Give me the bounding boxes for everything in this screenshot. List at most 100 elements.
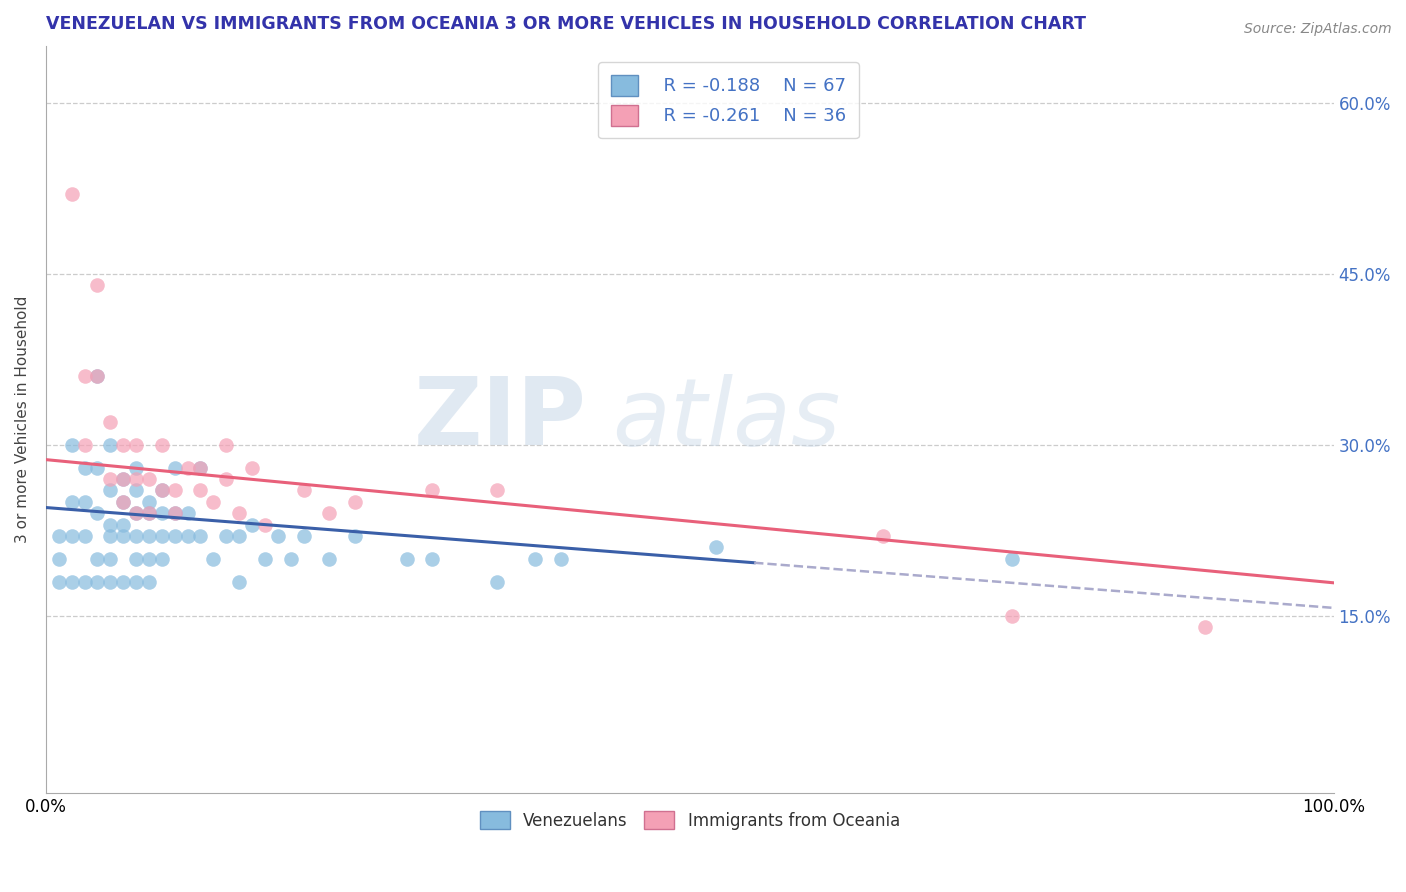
Point: [550, 552, 572, 566]
Point: [138, 472, 160, 486]
Point: [215, 529, 238, 543]
Point: [202, 495, 225, 509]
Point: [318, 552, 340, 566]
Point: [125, 506, 148, 520]
Point: [60, 495, 83, 509]
Point: [190, 529, 212, 543]
Point: [240, 460, 263, 475]
Point: [86, 574, 108, 589]
Point: [138, 574, 160, 589]
Point: [292, 483, 315, 498]
Point: [190, 483, 212, 498]
Point: [73, 529, 96, 543]
Point: [704, 541, 727, 555]
Point: [98, 529, 121, 543]
Point: [112, 517, 135, 532]
Point: [48, 529, 70, 543]
Point: [73, 574, 96, 589]
Point: [112, 495, 135, 509]
Point: [86, 506, 108, 520]
Point: [98, 472, 121, 486]
Point: [112, 495, 135, 509]
Point: [60, 574, 83, 589]
Point: [60, 438, 83, 452]
Point: [125, 574, 148, 589]
Point: [60, 186, 83, 201]
Point: [150, 483, 173, 498]
Point: [163, 529, 186, 543]
Point: [176, 506, 198, 520]
Point: [125, 506, 148, 520]
Point: [86, 369, 108, 384]
Point: [253, 517, 276, 532]
Point: [112, 472, 135, 486]
Point: [318, 506, 340, 520]
Point: [267, 529, 290, 543]
Point: [240, 517, 263, 532]
Point: [176, 529, 198, 543]
Point: [420, 552, 443, 566]
Point: [228, 506, 250, 520]
Point: [395, 552, 418, 566]
Point: [112, 529, 135, 543]
Point: [98, 552, 121, 566]
Point: [138, 495, 160, 509]
Point: [163, 506, 186, 520]
Point: [138, 529, 160, 543]
Point: [98, 483, 121, 498]
Point: [524, 552, 547, 566]
Point: [73, 438, 96, 452]
Point: [1001, 608, 1024, 623]
Point: [150, 506, 173, 520]
Point: [138, 506, 160, 520]
Point: [253, 552, 276, 566]
Point: [112, 438, 135, 452]
Point: [73, 460, 96, 475]
Point: [228, 574, 250, 589]
Point: [86, 278, 108, 293]
Y-axis label: 3 or more Vehicles in Household: 3 or more Vehicles in Household: [15, 295, 30, 543]
Point: [1194, 620, 1216, 634]
Point: [176, 460, 198, 475]
Point: [138, 506, 160, 520]
Point: [228, 529, 250, 543]
Point: [190, 460, 212, 475]
Point: [215, 472, 238, 486]
Point: [125, 472, 148, 486]
Point: [872, 529, 894, 543]
Point: [343, 529, 366, 543]
Point: [98, 517, 121, 532]
Point: [125, 483, 148, 498]
Point: [202, 552, 225, 566]
Point: [125, 529, 148, 543]
Point: [125, 460, 148, 475]
Text: ZIP: ZIP: [413, 373, 586, 465]
Point: [1001, 552, 1024, 566]
Point: [86, 552, 108, 566]
Point: [163, 506, 186, 520]
Point: [98, 438, 121, 452]
Point: [292, 529, 315, 543]
Legend: Venezuelans, Immigrants from Oceania: Venezuelans, Immigrants from Oceania: [472, 805, 907, 837]
Point: [98, 574, 121, 589]
Point: [485, 483, 508, 498]
Point: [215, 438, 238, 452]
Point: [86, 460, 108, 475]
Point: [163, 460, 186, 475]
Point: [112, 574, 135, 589]
Point: [150, 552, 173, 566]
Point: [343, 495, 366, 509]
Point: [150, 438, 173, 452]
Point: [98, 415, 121, 429]
Point: [485, 574, 508, 589]
Text: atlas: atlas: [613, 374, 841, 465]
Point: [112, 472, 135, 486]
Point: [73, 369, 96, 384]
Text: VENEZUELAN VS IMMIGRANTS FROM OCEANIA 3 OR MORE VEHICLES IN HOUSEHOLD CORRELATIO: VENEZUELAN VS IMMIGRANTS FROM OCEANIA 3 …: [46, 15, 1085, 33]
Point: [150, 483, 173, 498]
Point: [73, 495, 96, 509]
Text: Source: ZipAtlas.com: Source: ZipAtlas.com: [1244, 22, 1392, 37]
Point: [86, 369, 108, 384]
Point: [280, 552, 302, 566]
Point: [420, 483, 443, 498]
